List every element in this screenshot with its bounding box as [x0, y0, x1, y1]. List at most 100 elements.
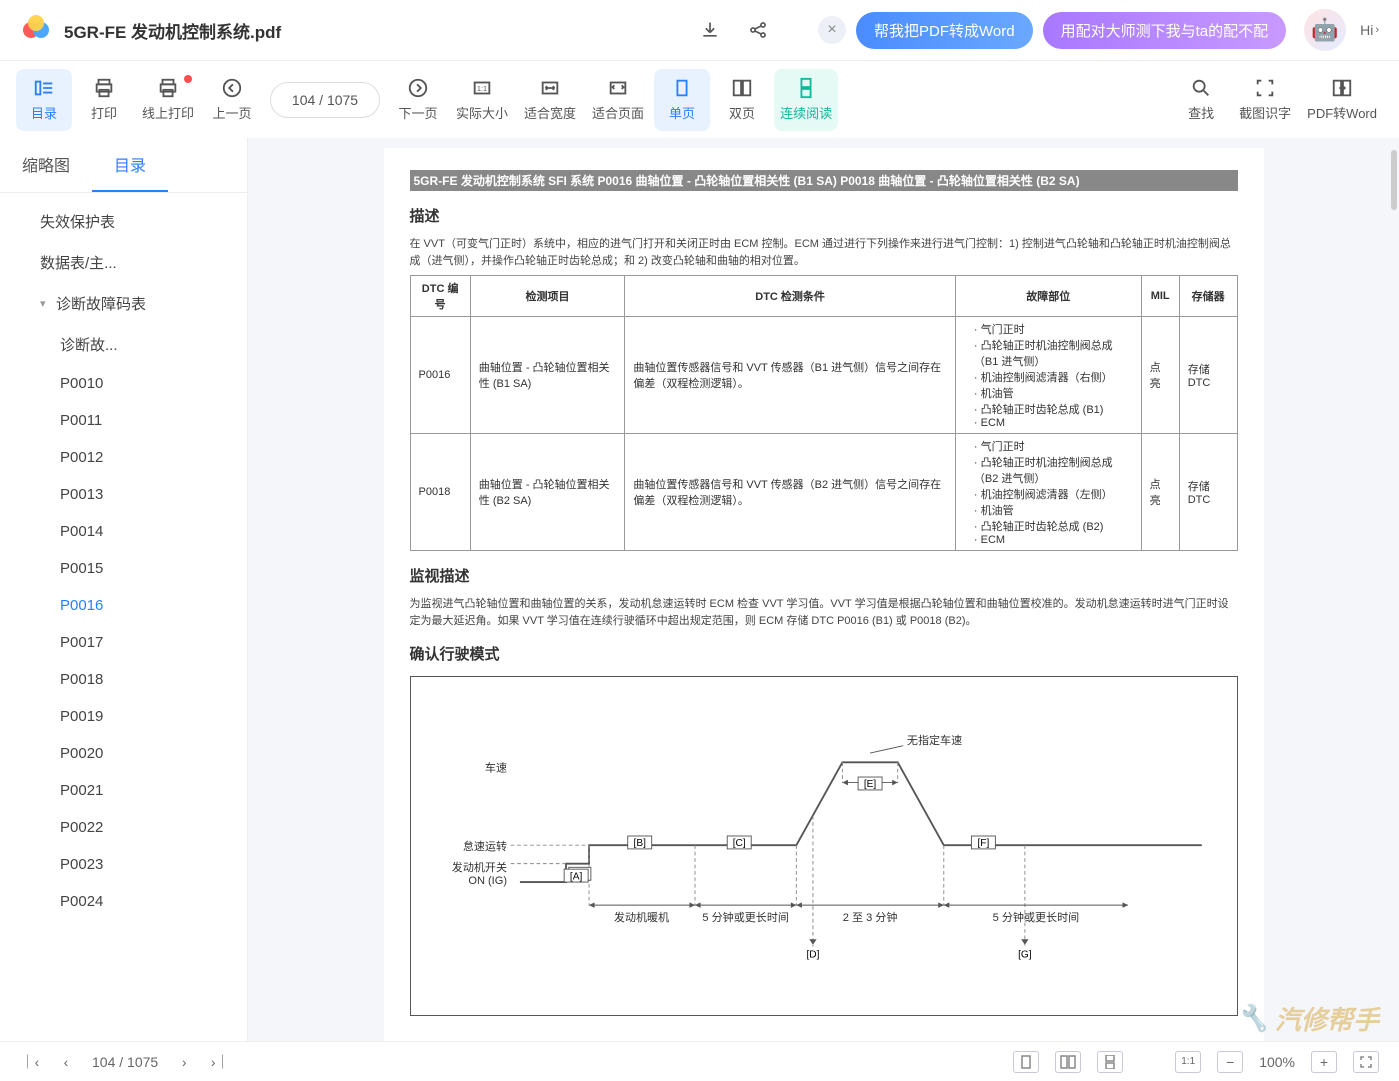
- outline-item[interactable]: P0019: [0, 698, 247, 735]
- tool-print[interactable]: 打印: [76, 69, 132, 131]
- zoom-fit-icon[interactable]: 1:1: [1175, 1051, 1201, 1073]
- tool-prev-page[interactable]: 上一页: [204, 69, 260, 131]
- table-cell: 曲轴位置传感器信号和 VVT 传感器（B2 进气侧）信号之间存在偏差（双程检测逻…: [625, 434, 956, 551]
- svg-text:发动机开关: 发动机开关: [451, 860, 506, 874]
- outline-item[interactable]: P0021: [0, 772, 247, 809]
- outline-label: P0011: [60, 412, 102, 429]
- tool-next-page[interactable]: 下一页: [390, 69, 446, 131]
- svg-text:[E]: [E]: [863, 779, 876, 790]
- outline-item[interactable]: P0011: [0, 402, 247, 439]
- outline-label: P0019: [60, 708, 103, 725]
- outline-item[interactable]: P0012: [0, 439, 247, 476]
- page-input[interactable]: [270, 82, 380, 118]
- hi-button[interactable]: Hi›: [1360, 22, 1379, 38]
- tool-actual-size[interactable]: 1:1 实际大小: [450, 69, 514, 131]
- download-button[interactable]: [692, 12, 728, 48]
- tool-fit-page[interactable]: 适合页面: [586, 69, 650, 131]
- svg-text:5 分钟或更长时间: 5 分钟或更长时间: [702, 910, 789, 924]
- last-page-button[interactable]: ›｜: [210, 1052, 230, 1072]
- outline-item[interactable]: P0023: [0, 846, 247, 883]
- outline-item[interactable]: P0010: [0, 365, 247, 402]
- table-cell: 点亮: [1141, 434, 1179, 551]
- zoom-in-button[interactable]: +: [1311, 1051, 1337, 1073]
- file-title: 5GR-FE 发动机控制系统.pdf: [64, 18, 281, 43]
- table-row: P0018曲轴位置 - 凸轮轴位置相关性 (B2 SA)曲轴位置传感器信号和 V…: [410, 434, 1237, 551]
- svg-text:[A]: [A]: [569, 871, 582, 882]
- tool-find[interactable]: 查找: [1173, 69, 1229, 131]
- view-continuous-icon[interactable]: [1097, 1051, 1123, 1073]
- fullscreen-button[interactable]: [1353, 1051, 1379, 1073]
- outline-item[interactable]: 失效保护表: [0, 201, 247, 242]
- outline-item[interactable]: 诊断故...: [0, 324, 247, 365]
- table-header: 故障部位: [955, 276, 1141, 317]
- outline-label: P0018: [60, 671, 103, 688]
- share-button[interactable]: [740, 12, 776, 48]
- outline-item[interactable]: P0014: [0, 513, 247, 550]
- svg-text:[C]: [C]: [732, 838, 745, 849]
- outline-label: P0023: [60, 856, 103, 873]
- assistant-avatar-icon[interactable]: 🤖: [1304, 9, 1346, 51]
- outline-label: P0022: [60, 819, 103, 836]
- view-single-icon[interactable]: [1013, 1051, 1039, 1073]
- svg-text:5 分钟或更长时间: 5 分钟或更长时间: [992, 910, 1079, 924]
- table-cell: 存储 DTC: [1179, 317, 1237, 434]
- dtc-table: DTC 编号检测项目DTC 检测条件故障部位MIL存储器 P0016曲轴位置 -…: [410, 275, 1238, 551]
- outline-label: 诊断故...: [60, 334, 118, 355]
- svg-text:发动机暖机: 发动机暖机: [613, 910, 668, 924]
- svg-text:1:1: 1:1: [477, 84, 487, 93]
- table-cell: 曲轴位置传感器信号和 VVT 传感器（B1 进气侧）信号之间存在偏差（双程检测逻…: [625, 317, 956, 434]
- table-header: 检测项目: [470, 276, 625, 317]
- tool-continuous[interactable]: 连续阅读: [774, 69, 838, 131]
- tool-ocr[interactable]: 截图识字: [1233, 69, 1297, 131]
- svg-text:2 至 3 分钟: 2 至 3 分钟: [842, 910, 897, 924]
- outline-label: P0024: [60, 893, 103, 910]
- outline-item[interactable]: ▾诊断故障码表: [0, 283, 247, 324]
- outline-item[interactable]: P0016: [0, 587, 247, 624]
- outline-item[interactable]: P0017: [0, 624, 247, 661]
- table-cell: 存储 DTC: [1179, 434, 1237, 551]
- svg-text:[G]: [G]: [1018, 950, 1032, 961]
- outline-item[interactable]: P0015: [0, 550, 247, 587]
- tool-fit-width[interactable]: 适合宽度: [518, 69, 582, 131]
- table-header: MIL: [1141, 276, 1179, 317]
- tool-pdf-to-word[interactable]: PDF转Word: [1301, 69, 1383, 131]
- promo-close-button[interactable]: ×: [818, 16, 846, 44]
- outline-item[interactable]: 数据表/主...: [0, 242, 247, 283]
- table-header: DTC 检测条件: [625, 276, 956, 317]
- outline-item[interactable]: P0013: [0, 476, 247, 513]
- zoom-out-button[interactable]: −: [1217, 1051, 1243, 1073]
- outline-item[interactable]: P0018: [0, 661, 247, 698]
- tool-outline[interactable]: 目录: [16, 69, 72, 131]
- status-page: 104 / 1075: [92, 1054, 158, 1070]
- watermark: 🔧 汽修帮手: [1237, 1000, 1379, 1037]
- table-cell: 气门正时凸轮轴正时机油控制阀总成（B2 进气侧）机油控制阀滤清器（左侧）机油管凸…: [955, 434, 1141, 551]
- promo-match[interactable]: 用配对大师测下我与ta的配不配: [1043, 12, 1287, 49]
- outline-label: P0013: [60, 486, 103, 503]
- svg-text:无指定车速: 无指定车速: [906, 733, 961, 747]
- next-page-button[interactable]: ›: [174, 1052, 194, 1072]
- outline-item[interactable]: P0024: [0, 883, 247, 920]
- tool-single-page[interactable]: 单页: [654, 69, 710, 131]
- outline-label: 诊断故障码表: [56, 293, 146, 314]
- scrollbar-thumb[interactable]: [1391, 150, 1397, 210]
- app-logo-icon: [20, 12, 52, 49]
- promo-pdf-to-word[interactable]: 帮我把PDF转成Word: [856, 12, 1033, 49]
- section-mode-title: 确认行驶模式: [410, 643, 1238, 664]
- tab-thumbnail[interactable]: 缩略图: [0, 138, 92, 192]
- table-header: DTC 编号: [410, 276, 470, 317]
- outline-item[interactable]: P0022: [0, 809, 247, 846]
- first-page-button[interactable]: ｜‹: [20, 1052, 40, 1072]
- section-monitor-title: 监视描述: [410, 565, 1238, 586]
- table-cell: P0016: [410, 317, 470, 434]
- tool-double-page[interactable]: 双页: [714, 69, 770, 131]
- tab-outline[interactable]: 目录: [92, 138, 168, 192]
- outline-label: P0016: [60, 597, 103, 614]
- view-double-icon[interactable]: [1055, 1051, 1081, 1073]
- svg-text:[D]: [D]: [806, 950, 819, 961]
- tool-online-print[interactable]: 线上打印: [136, 69, 200, 131]
- document-viewer[interactable]: 5GR-FE 发动机控制系统 SFI 系统 P0016 曲轴位置 - 凸轮轴位置…: [248, 138, 1399, 1041]
- prev-page-button[interactable]: ‹: [56, 1052, 76, 1072]
- outline-item[interactable]: P0020: [0, 735, 247, 772]
- svg-text:ON (IG): ON (IG): [468, 875, 507, 887]
- outline-label: P0017: [60, 634, 103, 651]
